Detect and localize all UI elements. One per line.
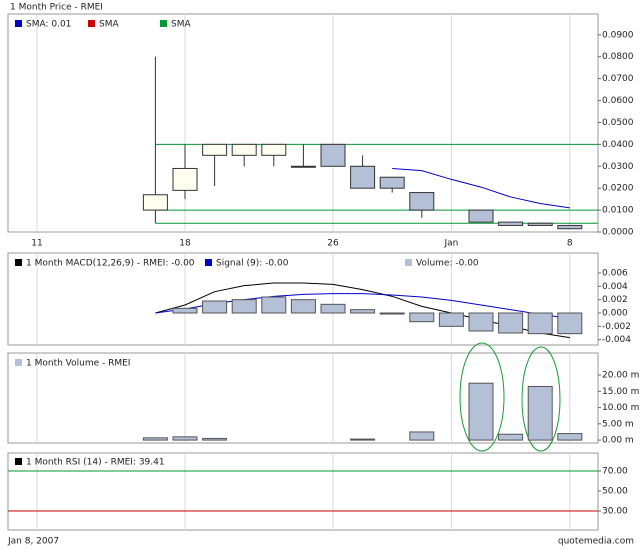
y-tick-label: 10.00 m: [602, 403, 639, 413]
legend-swatch: [88, 20, 95, 27]
legend-label: SMA: [99, 20, 119, 30]
candle-body: [498, 221, 524, 226]
legend-label: SMA: 0.01: [26, 20, 71, 30]
candle-body: [409, 192, 435, 211]
y-tick-label: 0.0500: [602, 118, 634, 128]
bar: [142, 437, 168, 441]
candle-body: [557, 224, 583, 230]
x-tick-label: 8: [567, 239, 573, 249]
y-tick-label: 50.00: [602, 487, 628, 497]
chart-title: 1 Month Price - RMEI: [10, 3, 103, 13]
candle-body: [468, 209, 494, 223]
bar: [320, 303, 346, 314]
y-tick-label: 0.004: [602, 282, 628, 292]
candle-body: [261, 143, 287, 156]
candle-body: [172, 167, 198, 191]
legend-swatch: [160, 20, 167, 27]
candle-body: [350, 165, 376, 189]
legend-label: Signal (9): -0.00: [216, 259, 289, 269]
highlight-ellipse: [521, 346, 561, 452]
panel-frame: [7, 452, 599, 531]
legend-label: Volume: -0.00: [416, 259, 479, 269]
footer-date: Jan 8, 2007: [7, 537, 59, 547]
y-tick-label: 20.00 m: [602, 371, 639, 381]
bar: [527, 385, 553, 441]
bar: [468, 312, 494, 332]
legend-label: SMA: [171, 20, 191, 30]
bar: [290, 299, 316, 314]
x-tick-label: 11: [31, 239, 42, 249]
bar: [527, 312, 553, 335]
y-tick-label: 0.0800: [602, 52, 634, 62]
y-tick-label: 0.0400: [602, 140, 634, 150]
footer-source: quotemedia.com: [558, 537, 634, 547]
legend-swatch: [15, 458, 22, 465]
bar: [202, 437, 228, 441]
bar: [379, 312, 405, 315]
candle-body: [290, 165, 316, 168]
y-tick-label: 0.0300: [602, 162, 634, 172]
bar: [557, 433, 583, 441]
y-tick-label: 0.002: [602, 295, 628, 305]
bar: [350, 309, 376, 314]
y-tick-label: 0.0200: [602, 184, 634, 194]
bar: [350, 438, 376, 441]
bar: [557, 312, 583, 335]
legend-swatch: [15, 259, 22, 266]
legend-swatch: [15, 20, 22, 27]
legend-label: 1 Month MACD(12,26,9) - RMEI: -0.00: [26, 259, 195, 269]
bar: [202, 300, 228, 314]
x-tick-label: 26: [327, 239, 339, 249]
y-tick-label: -0.002: [602, 322, 631, 332]
bar: [172, 307, 198, 314]
highlight-ellipse: [459, 342, 505, 452]
legend-label: 1 Month RSI (14) - RMEI: 39.41: [26, 458, 165, 468]
bar: [231, 299, 257, 314]
candle-body: [231, 143, 257, 156]
legend-swatch: [15, 359, 22, 366]
y-tick-label: 0.0000: [602, 228, 634, 238]
bar: [409, 312, 435, 323]
legend-label: 1 Month Volume - RMEI: [26, 359, 130, 369]
y-tick-label: 0.0900: [602, 30, 634, 40]
legend-swatch: [405, 259, 412, 266]
y-tick-label: 0.0600: [602, 96, 634, 106]
candle-body: [527, 222, 553, 226]
y-tick-label: 0.000: [602, 309, 628, 319]
y-tick-label: -0.004: [602, 335, 631, 345]
bar: [468, 382, 494, 441]
y-tick-label: 0.00 m: [602, 436, 634, 446]
candle-body: [320, 143, 346, 167]
y-tick-label: 0.006: [602, 269, 628, 279]
bar: [498, 433, 524, 441]
y-tick-label: 5.00 m: [602, 419, 634, 429]
series-line: [392, 167, 570, 209]
candle-body: [142, 194, 168, 211]
bar: [498, 312, 524, 334]
legend-swatch: [205, 259, 212, 266]
y-tick-label: 15.00 m: [602, 387, 639, 397]
y-tick-label: 30.00: [602, 507, 628, 517]
candle-body: [202, 143, 228, 156]
y-tick-label: 0.0700: [602, 74, 634, 84]
bar: [438, 312, 464, 327]
panel-frame: [7, 13, 599, 233]
x-tick-label: 18: [179, 239, 191, 249]
bar: [409, 431, 435, 441]
x-tick-label: Jan: [443, 239, 458, 249]
bar: [261, 296, 287, 314]
bar: [172, 436, 198, 441]
y-tick-label: 70.00: [602, 467, 628, 477]
candle-body: [379, 176, 405, 189]
y-tick-label: 0.0100: [602, 206, 634, 216]
